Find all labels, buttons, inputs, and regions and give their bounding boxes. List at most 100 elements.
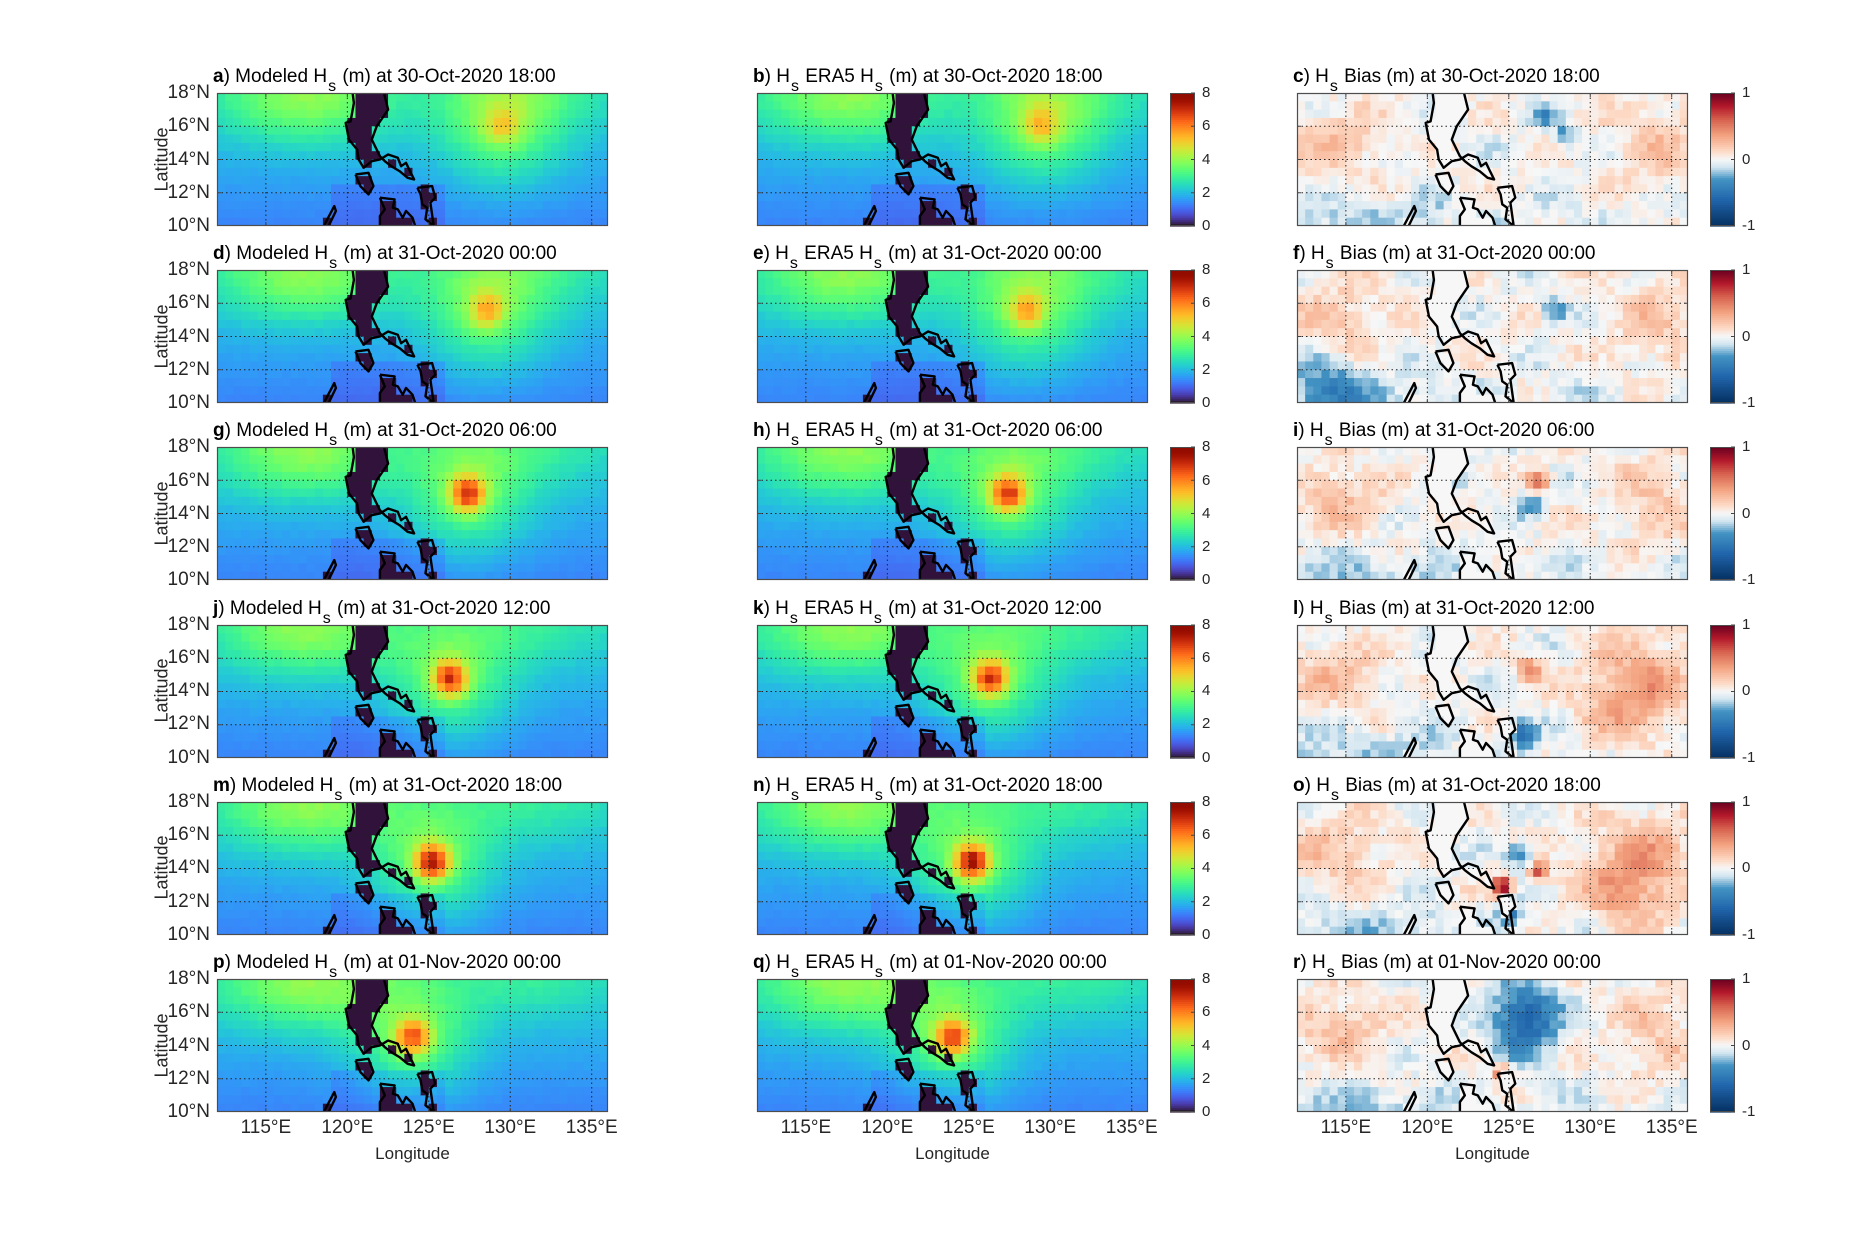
heatmap-cell: [928, 209, 937, 219]
heatmap-cell: [225, 192, 234, 202]
heatmap-cell: [412, 394, 422, 404]
heatmap-cell: [814, 336, 823, 346]
heatmap-cell: [1622, 369, 1632, 379]
heatmap-cell: [1082, 361, 1092, 371]
heatmap-cell: [1321, 394, 1331, 404]
heatmap-cell: [1370, 142, 1380, 152]
heatmap-cell: [814, 270, 823, 280]
heatmap-cell: [428, 311, 438, 321]
heatmap-cell: [485, 134, 495, 144]
heatmap-cell: [789, 151, 799, 161]
heatmap-cell: [575, 295, 585, 305]
heatmap-cell: [371, 295, 381, 305]
heatmap-cell: [298, 353, 308, 363]
heatmap-cell: [1614, 192, 1624, 202]
heatmap-cell: [453, 151, 462, 161]
heatmap-cell: [1099, 209, 1108, 219]
heatmap-cell: [1354, 295, 1363, 305]
heatmap-cell: [1378, 270, 1388, 280]
heatmap-cell: [1370, 101, 1380, 111]
colorbar-swatch: [1170, 101, 1195, 104]
heatmap-cell: [879, 209, 888, 219]
heatmap-cell: [233, 328, 243, 338]
heatmap-cell: [1443, 353, 1453, 363]
colorbar-swatch: [1170, 171, 1195, 175]
colorbar-swatch: [1170, 120, 1195, 123]
heatmap-cell: [822, 201, 831, 210]
heatmap-cell: [274, 320, 283, 329]
heatmap-cell: [583, 303, 593, 313]
heatmap-cell: [290, 151, 300, 161]
heatmap-cell: [428, 286, 438, 296]
heatmap-cell: [502, 184, 511, 194]
heatmap-cell: [838, 176, 848, 186]
heatmap-cell: [1402, 286, 1412, 296]
heatmap-cell: [314, 378, 324, 388]
heatmap-cell: [1484, 344, 1494, 354]
heatmap-cell: [903, 303, 913, 313]
heatmap-cell: [339, 394, 348, 404]
heatmap-cell: [805, 278, 815, 288]
heatmap-cell: [355, 117, 365, 127]
heatmap-cell: [567, 201, 577, 210]
heatmap-cell: [404, 286, 414, 296]
heatmap-cell: [1606, 361, 1616, 371]
colorbar-swatch: [1710, 103, 1735, 107]
heatmap-cell: [854, 303, 864, 313]
heatmap-cell: [534, 201, 544, 210]
heatmap-cell: [822, 311, 831, 321]
heatmap-cell: [846, 336, 856, 346]
heatmap-cell: [1590, 344, 1599, 354]
heatmap-cell: [396, 303, 405, 313]
heatmap-cell: [1468, 278, 1477, 288]
heatmap-cell: [217, 378, 226, 388]
heatmap-cell: [1671, 142, 1681, 152]
heatmap-cell: [1427, 369, 1437, 379]
heatmap-cell: [1590, 378, 1599, 388]
heatmap-cell: [1443, 184, 1453, 194]
heatmap-cell: [822, 117, 831, 127]
heatmap-cell: [919, 394, 929, 404]
heatmap-cell: [306, 286, 316, 296]
heatmap-cell: [1614, 311, 1624, 321]
heatmap-cell: [347, 159, 357, 169]
heatmap-cell: [1378, 192, 1388, 202]
heatmap-cell: [1630, 201, 1640, 210]
heatmap-cell: [1090, 369, 1100, 379]
heatmap-cell: [347, 336, 357, 346]
hs-colorbar: [1170, 269, 1195, 404]
heatmap-cell: [265, 278, 275, 288]
heatmap-cell: [575, 286, 585, 296]
heatmap-cell: [257, 270, 267, 280]
heatmap-cell: [1639, 286, 1648, 296]
heatmap-cell: [550, 159, 560, 169]
heatmap-cell: [1622, 336, 1632, 346]
heatmap-cell: [1329, 126, 1339, 136]
heatmap-cell: [436, 93, 446, 102]
heatmap-cell: [1598, 270, 1608, 280]
heatmap-cell: [445, 336, 454, 346]
heatmap-cell: [510, 295, 519, 305]
heatmap-cell: [420, 167, 430, 177]
heatmap-cell: [331, 361, 340, 371]
heatmap-cell: [1647, 378, 1657, 388]
heatmap-cell: [1525, 303, 1534, 313]
heatmap-cell: [781, 134, 791, 144]
heatmap-cell: [290, 378, 300, 388]
heatmap-cell: [510, 101, 519, 111]
heatmap-cell: [298, 167, 308, 177]
heatmap-cell: [968, 311, 978, 321]
heatmap-cell: [944, 311, 954, 321]
heatmap-cell: [518, 184, 528, 194]
heatmap-cell: [919, 217, 929, 226]
heatmap-cell: [1516, 109, 1526, 119]
heatmap-cell: [257, 167, 267, 177]
heatmap-cell: [1066, 101, 1076, 111]
heatmap-cell: [274, 217, 283, 226]
heatmap-cell: [1337, 378, 1347, 388]
heatmap-cell: [274, 134, 283, 144]
heatmap-cell: [1402, 336, 1412, 346]
heatmap-cell: [1082, 336, 1092, 346]
heatmap-cell: [559, 278, 568, 288]
heatmap-cell: [412, 369, 422, 379]
